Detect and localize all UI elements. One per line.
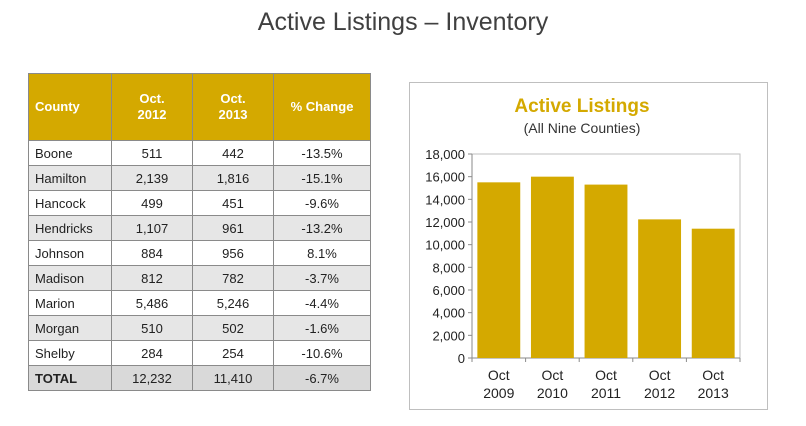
cell-oct2012: 884	[111, 240, 193, 266]
x-tick-label: Oct	[595, 367, 617, 383]
cell-county: Morgan	[28, 315, 112, 341]
oct2013-header-line2: 2013	[218, 107, 248, 122]
table-row: Hamilton 2,139 1,816 -15.1%	[28, 165, 371, 191]
y-tick-label: 8,000	[432, 260, 465, 275]
listings-table: County Oct. 2012 Oct. 2013 % Change Boon…	[28, 73, 371, 391]
cell-oct2013: 782	[192, 265, 274, 291]
table-row: Boone 511 442 -13.5%	[28, 140, 371, 166]
cell-change: -3.7%	[273, 265, 371, 291]
y-tick-label: 4,000	[432, 306, 465, 321]
x-tick-label: 2010	[537, 385, 568, 401]
table-row: Morgan 510 502 -1.6%	[28, 315, 371, 341]
x-tick-label: 2012	[644, 385, 675, 401]
cell-change: -9.6%	[273, 190, 371, 216]
cell-change: 8.1%	[273, 240, 371, 266]
cell-change: -10.6%	[273, 340, 371, 366]
county-header: County	[28, 73, 112, 141]
bar	[638, 219, 682, 358]
cell-county: Hamilton	[28, 165, 112, 191]
cell-oct2012: 511	[111, 140, 193, 166]
y-tick-label: 10,000	[425, 238, 465, 253]
cell-oct2013: 956	[192, 240, 274, 266]
table-row: Hancock 499 451 -9.6%	[28, 190, 371, 216]
table-header-row: County Oct. 2012 Oct. 2013 % Change	[28, 73, 371, 141]
cell-oct2013: 5,246	[192, 290, 274, 316]
cell-oct2013: 1,816	[192, 165, 274, 191]
table-row: Shelby 284 254 -10.6%	[28, 340, 371, 366]
cell-oct2013: 451	[192, 190, 274, 216]
cell-oct2012: 2,139	[111, 165, 193, 191]
bar	[530, 176, 574, 358]
cell-oct2012: 812	[111, 265, 193, 291]
y-tick-label: 16,000	[425, 170, 465, 185]
x-tick-label: 2009	[483, 385, 514, 401]
cell-change: -13.5%	[273, 140, 371, 166]
bar	[477, 182, 521, 358]
chart-panel: Active Listings (All Nine Counties) 0 2,000…	[409, 82, 768, 410]
cell-county: Johnson	[28, 240, 112, 266]
cell-county: TOTAL	[28, 365, 112, 391]
cell-change: -4.4%	[273, 290, 371, 316]
y-tick-label: 12,000	[425, 215, 465, 230]
cell-oct2012: 284	[111, 340, 193, 366]
cell-oct2012: 5,486	[111, 290, 193, 316]
x-tick-label: 2011	[591, 385, 621, 401]
page-title: Active Listings – Inventory	[257, 8, 549, 36]
cell-oct2013: 502	[192, 315, 274, 341]
table-row: Hendricks 1,107 961 -13.2%	[28, 215, 371, 241]
oct2013-header: Oct. 2013	[192, 73, 274, 141]
oct2012-header-line2: 2012	[137, 107, 167, 122]
chart-subtitle: (All Nine Counties)	[524, 120, 641, 136]
y-tick-label: 0	[458, 351, 465, 366]
cell-change: -13.2%	[273, 215, 371, 241]
cell-oct2013: 442	[192, 140, 274, 166]
bar	[691, 228, 735, 358]
change-header: % Change	[273, 73, 371, 141]
cell-county: Hendricks	[28, 215, 112, 241]
bar	[584, 184, 628, 358]
oct2012-header-line1: Oct.	[139, 91, 165, 106]
cell-oct2012: 499	[111, 190, 193, 216]
table-row: Johnson 884 956 8.1%	[28, 240, 371, 266]
cell-change: -6.7%	[273, 365, 371, 391]
cell-county: Boone	[28, 140, 112, 166]
x-tick-label: Oct	[649, 367, 671, 383]
cell-oct2012: 510	[111, 315, 193, 341]
y-tick-label: 6,000	[432, 283, 465, 298]
cell-county: Shelby	[28, 340, 112, 366]
y-tick-label: 14,000	[425, 192, 465, 207]
cell-oct2012: 12,232	[111, 365, 193, 391]
x-tick-label: Oct	[542, 367, 564, 383]
oct2013-header-line1: Oct.	[220, 91, 246, 106]
x-tick-label: Oct	[488, 367, 510, 383]
cell-oct2013: 11,410	[192, 365, 274, 391]
table-row: Marion 5,486 5,246 -4.4%	[28, 290, 371, 316]
x-tick-label: Oct	[702, 367, 724, 383]
oct2012-header: Oct. 2012	[111, 73, 193, 141]
table-row: Madison 812 782 -3.7%	[28, 265, 371, 291]
cell-county: Madison	[28, 265, 112, 291]
x-tick-label: 2013	[698, 385, 729, 401]
bar-chart: Active Listings (All Nine Counties) 0 2,000…	[425, 96, 741, 401]
table-total-row: TOTAL 12,232 11,410 -6.7%	[28, 365, 371, 391]
cell-county: Marion	[28, 290, 112, 316]
cell-oct2013: 254	[192, 340, 274, 366]
chart-title: Active Listings	[514, 96, 649, 117]
cell-oct2012: 1,107	[111, 215, 193, 241]
cell-oct2013: 961	[192, 215, 274, 241]
cell-change: -1.6%	[273, 315, 371, 341]
y-tick-label: 18,000	[425, 147, 465, 162]
y-tick-label: 2,000	[432, 328, 465, 343]
cell-change: -15.1%	[273, 165, 371, 191]
cell-county: Hancock	[28, 190, 112, 216]
